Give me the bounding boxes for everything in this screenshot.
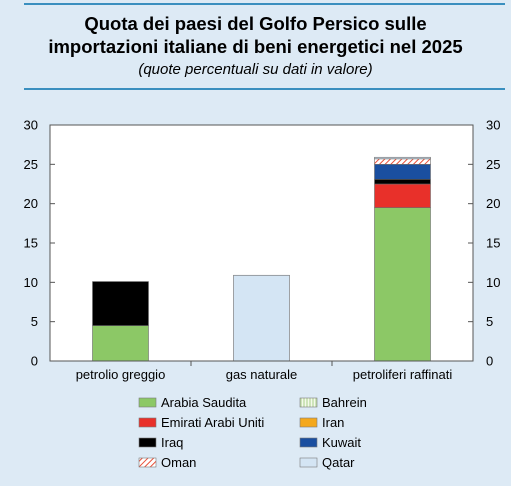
x-tick-label: petroliferi raffinati xyxy=(353,367,453,382)
title-rule xyxy=(24,88,505,90)
y-tick-label-right: 0 xyxy=(486,354,493,369)
bar-segment xyxy=(374,158,431,165)
y-tick-label-left: 25 xyxy=(24,157,38,172)
legend-label: Kuwait xyxy=(322,435,361,450)
y-tick-label-left: 0 xyxy=(31,354,38,369)
legend-item: Emirati Arabi Uniti xyxy=(138,415,264,430)
legend: Arabia Saudita Bahrein Emirati Arabi Uniti… xyxy=(138,395,367,470)
y-tick-label-right: 20 xyxy=(486,196,500,211)
legend-item: Iraq xyxy=(138,435,183,450)
bar-segment xyxy=(92,325,149,362)
legend-item: Bahrein xyxy=(299,395,367,410)
legend-swatch xyxy=(299,397,318,408)
bar-segment xyxy=(374,164,431,180)
legend-label: Oman xyxy=(161,455,196,470)
legend-item: Arabia Saudita xyxy=(138,395,247,410)
x-tick-label: petrolio greggio xyxy=(76,367,166,382)
bar-segment xyxy=(233,274,290,362)
legend-swatch xyxy=(299,417,318,428)
chart-header: Quota dei paesi del Golfo Persico sulle … xyxy=(0,12,511,81)
legend-item: Qatar xyxy=(299,455,355,470)
bar-segment xyxy=(374,207,431,362)
y-tick-label-left: 5 xyxy=(31,314,38,329)
legend-label: Arabia Saudita xyxy=(161,395,247,410)
y-tick-label-left: 15 xyxy=(24,236,38,251)
chart-title-line-2: importazioni italiane di beni energetici… xyxy=(48,36,463,57)
bar-segment xyxy=(92,281,149,326)
legend-swatch xyxy=(138,397,157,408)
legend-item: Kuwait xyxy=(299,435,361,450)
y-tick-label-right: 10 xyxy=(486,275,500,290)
bar-segment xyxy=(374,178,431,185)
y-tick-label-right: 30 xyxy=(486,118,500,133)
bar-segment xyxy=(374,156,431,160)
top-rule xyxy=(24,3,505,5)
legend-swatch xyxy=(138,417,157,428)
legend-label: Iraq xyxy=(161,435,183,450)
y-tick-label-right: 5 xyxy=(486,314,493,329)
y-tick-label-left: 30 xyxy=(24,118,38,133)
legend-swatch xyxy=(138,437,157,448)
legend-swatch xyxy=(138,457,157,468)
y-tick-label-left: 10 xyxy=(24,275,38,290)
legend-label: Emirati Arabi Uniti xyxy=(161,415,264,430)
chart-subtitle: (quote percentuali su dati in valore) xyxy=(138,61,373,78)
chart-title-line-1: Quota dei paesi del Golfo Persico sulle xyxy=(84,13,427,34)
legend-swatch xyxy=(299,457,318,468)
legend-label: Bahrein xyxy=(322,395,367,410)
legend-swatch xyxy=(299,437,318,448)
y-tick-label-left: 20 xyxy=(24,196,38,211)
x-tick-label: gas naturale xyxy=(226,367,298,382)
bar-segment xyxy=(374,183,431,208)
legend-item: Oman xyxy=(138,455,196,470)
y-tick-label-right: 25 xyxy=(486,157,500,172)
legend-item: Iran xyxy=(299,415,344,430)
legend-label: Qatar xyxy=(322,455,355,470)
legend-label: Iran xyxy=(322,415,344,430)
y-tick-label-right: 15 xyxy=(486,236,500,251)
